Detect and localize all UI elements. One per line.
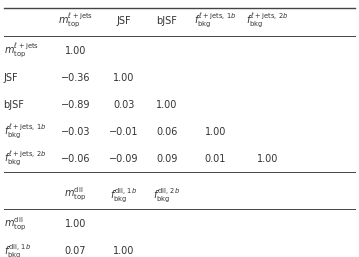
Text: 0.03: 0.03 [113,100,135,110]
Text: −0.03: −0.03 [61,127,90,137]
Text: −0.89: −0.89 [61,100,90,110]
Text: $m^{\mathrm{dil}}_{\mathrm{top}}$: $m^{\mathrm{dil}}_{\mathrm{top}}$ [4,216,26,233]
Text: JSF: JSF [117,16,131,26]
Text: $f^{\ell+\mathrm{jets},\,2b}_{\mathrm{bkg}}$: $f^{\ell+\mathrm{jets},\,2b}_{\mathrm{bk… [246,12,289,30]
Text: 0.01: 0.01 [205,154,226,164]
Text: $m^{\ell+\mathrm{jets}}_{\mathrm{top}}$: $m^{\ell+\mathrm{jets}}_{\mathrm{top}}$ [58,12,93,30]
Text: 0.07: 0.07 [65,246,86,256]
Text: $m^{\ell+\mathrm{jets}}_{\mathrm{top}}$: $m^{\ell+\mathrm{jets}}_{\mathrm{top}}$ [4,42,39,60]
Text: $f^{\ell+\mathrm{jets},\,2b}_{\mathrm{bkg}}$: $f^{\ell+\mathrm{jets},\,2b}_{\mathrm{bk… [4,150,46,168]
Text: JSF: JSF [4,73,18,83]
Text: $f^{\ell+\mathrm{jets},\,1b}_{\mathrm{bkg}}$: $f^{\ell+\mathrm{jets},\,1b}_{\mathrm{bk… [194,12,237,30]
Text: 0.06: 0.06 [156,127,178,137]
Text: 1.00: 1.00 [113,73,135,83]
Text: 1.00: 1.00 [113,246,135,256]
Text: $m^{\mathrm{dil}}_{\mathrm{top}}$: $m^{\mathrm{dil}}_{\mathrm{top}}$ [64,186,87,203]
Text: −0.01: −0.01 [109,127,139,137]
Text: −0.06: −0.06 [61,154,90,164]
Text: bJSF: bJSF [4,100,24,110]
Text: 1.00: 1.00 [205,127,226,137]
Text: 0.09: 0.09 [156,154,178,164]
Text: 1.00: 1.00 [257,154,278,164]
Text: $f^{\mathrm{dil},\,2b}_{\mathrm{bkg}}$: $f^{\mathrm{dil},\,2b}_{\mathrm{bkg}}$ [153,186,181,204]
Text: 1.00: 1.00 [65,219,86,229]
Text: 1.00: 1.00 [65,46,86,56]
Text: $f^{\mathrm{dil},\,1b}_{\mathrm{bkg}}$: $f^{\mathrm{dil},\,1b}_{\mathrm{bkg}}$ [110,186,137,204]
Text: 1.00: 1.00 [156,100,178,110]
Text: −0.09: −0.09 [109,154,139,164]
Text: bJSF: bJSF [157,16,177,26]
Text: $f^{\mathrm{dil},\,1b}_{\mathrm{bkg}}$: $f^{\mathrm{dil},\,1b}_{\mathrm{bkg}}$ [4,242,31,257]
Text: −0.36: −0.36 [61,73,90,83]
Text: $f^{\ell+\mathrm{jets},\,1b}_{\mathrm{bkg}}$: $f^{\ell+\mathrm{jets},\,1b}_{\mathrm{bk… [4,123,46,141]
